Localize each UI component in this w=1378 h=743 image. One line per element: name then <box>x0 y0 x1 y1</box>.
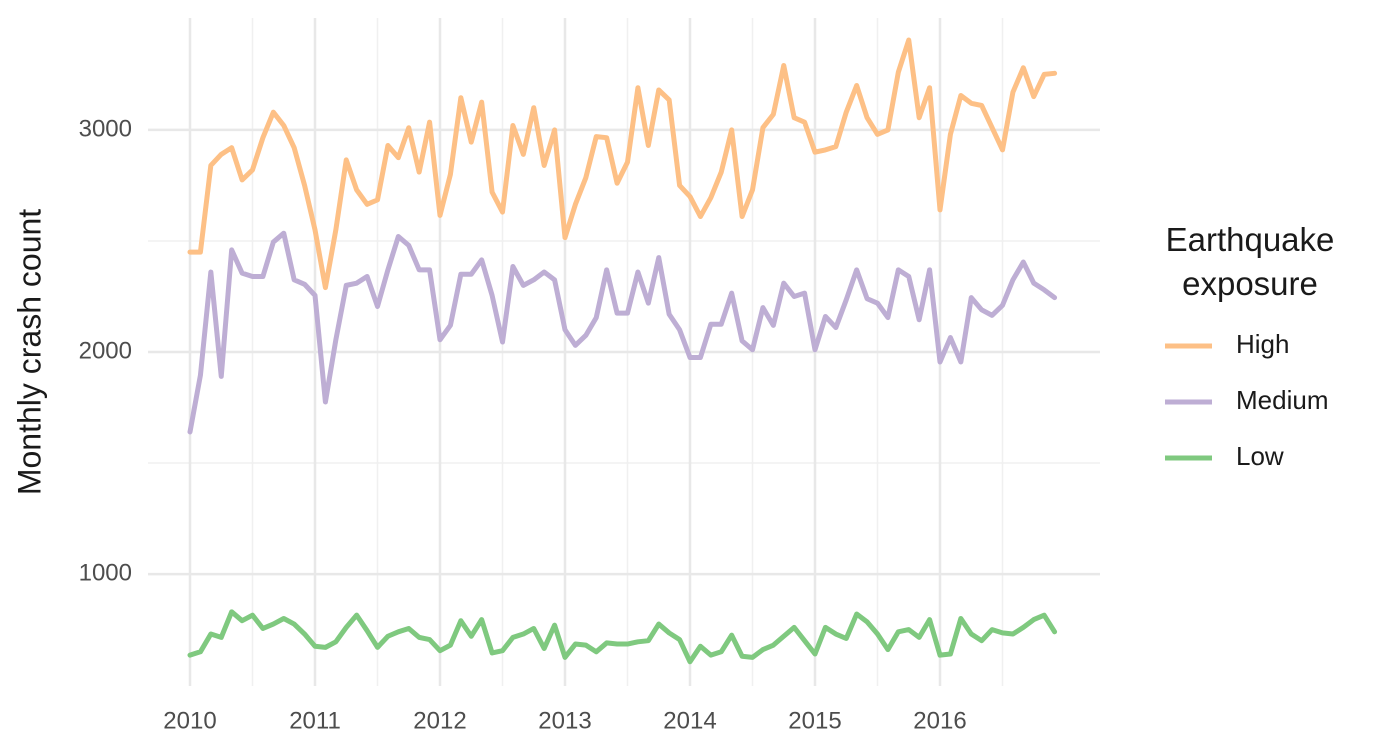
series-line <box>187 37 1058 291</box>
series-line <box>187 230 1058 435</box>
y-tick-label: 2000 <box>79 337 132 364</box>
x-tick-label: 2016 <box>913 707 966 734</box>
x-tick-label: 2011 <box>289 707 341 734</box>
legend-label: High <box>1236 329 1289 359</box>
x-tick-label: 2014 <box>663 707 716 734</box>
x-tick-label: 2015 <box>788 707 841 734</box>
x-tick-label: 2010 <box>163 707 216 734</box>
y-axis-title: Monthly crash count <box>11 209 47 495</box>
y-tick-label: 3000 <box>79 115 132 142</box>
x-tick-label: 2013 <box>538 707 591 734</box>
series-line <box>187 609 1058 665</box>
legend-label: Medium <box>1236 385 1328 415</box>
legend-label: Low <box>1236 441 1284 471</box>
y-tick-label: 1000 <box>79 559 132 586</box>
x-tick-label: 2012 <box>413 707 466 734</box>
legend-title: Earthquake exposure <box>1165 221 1335 302</box>
